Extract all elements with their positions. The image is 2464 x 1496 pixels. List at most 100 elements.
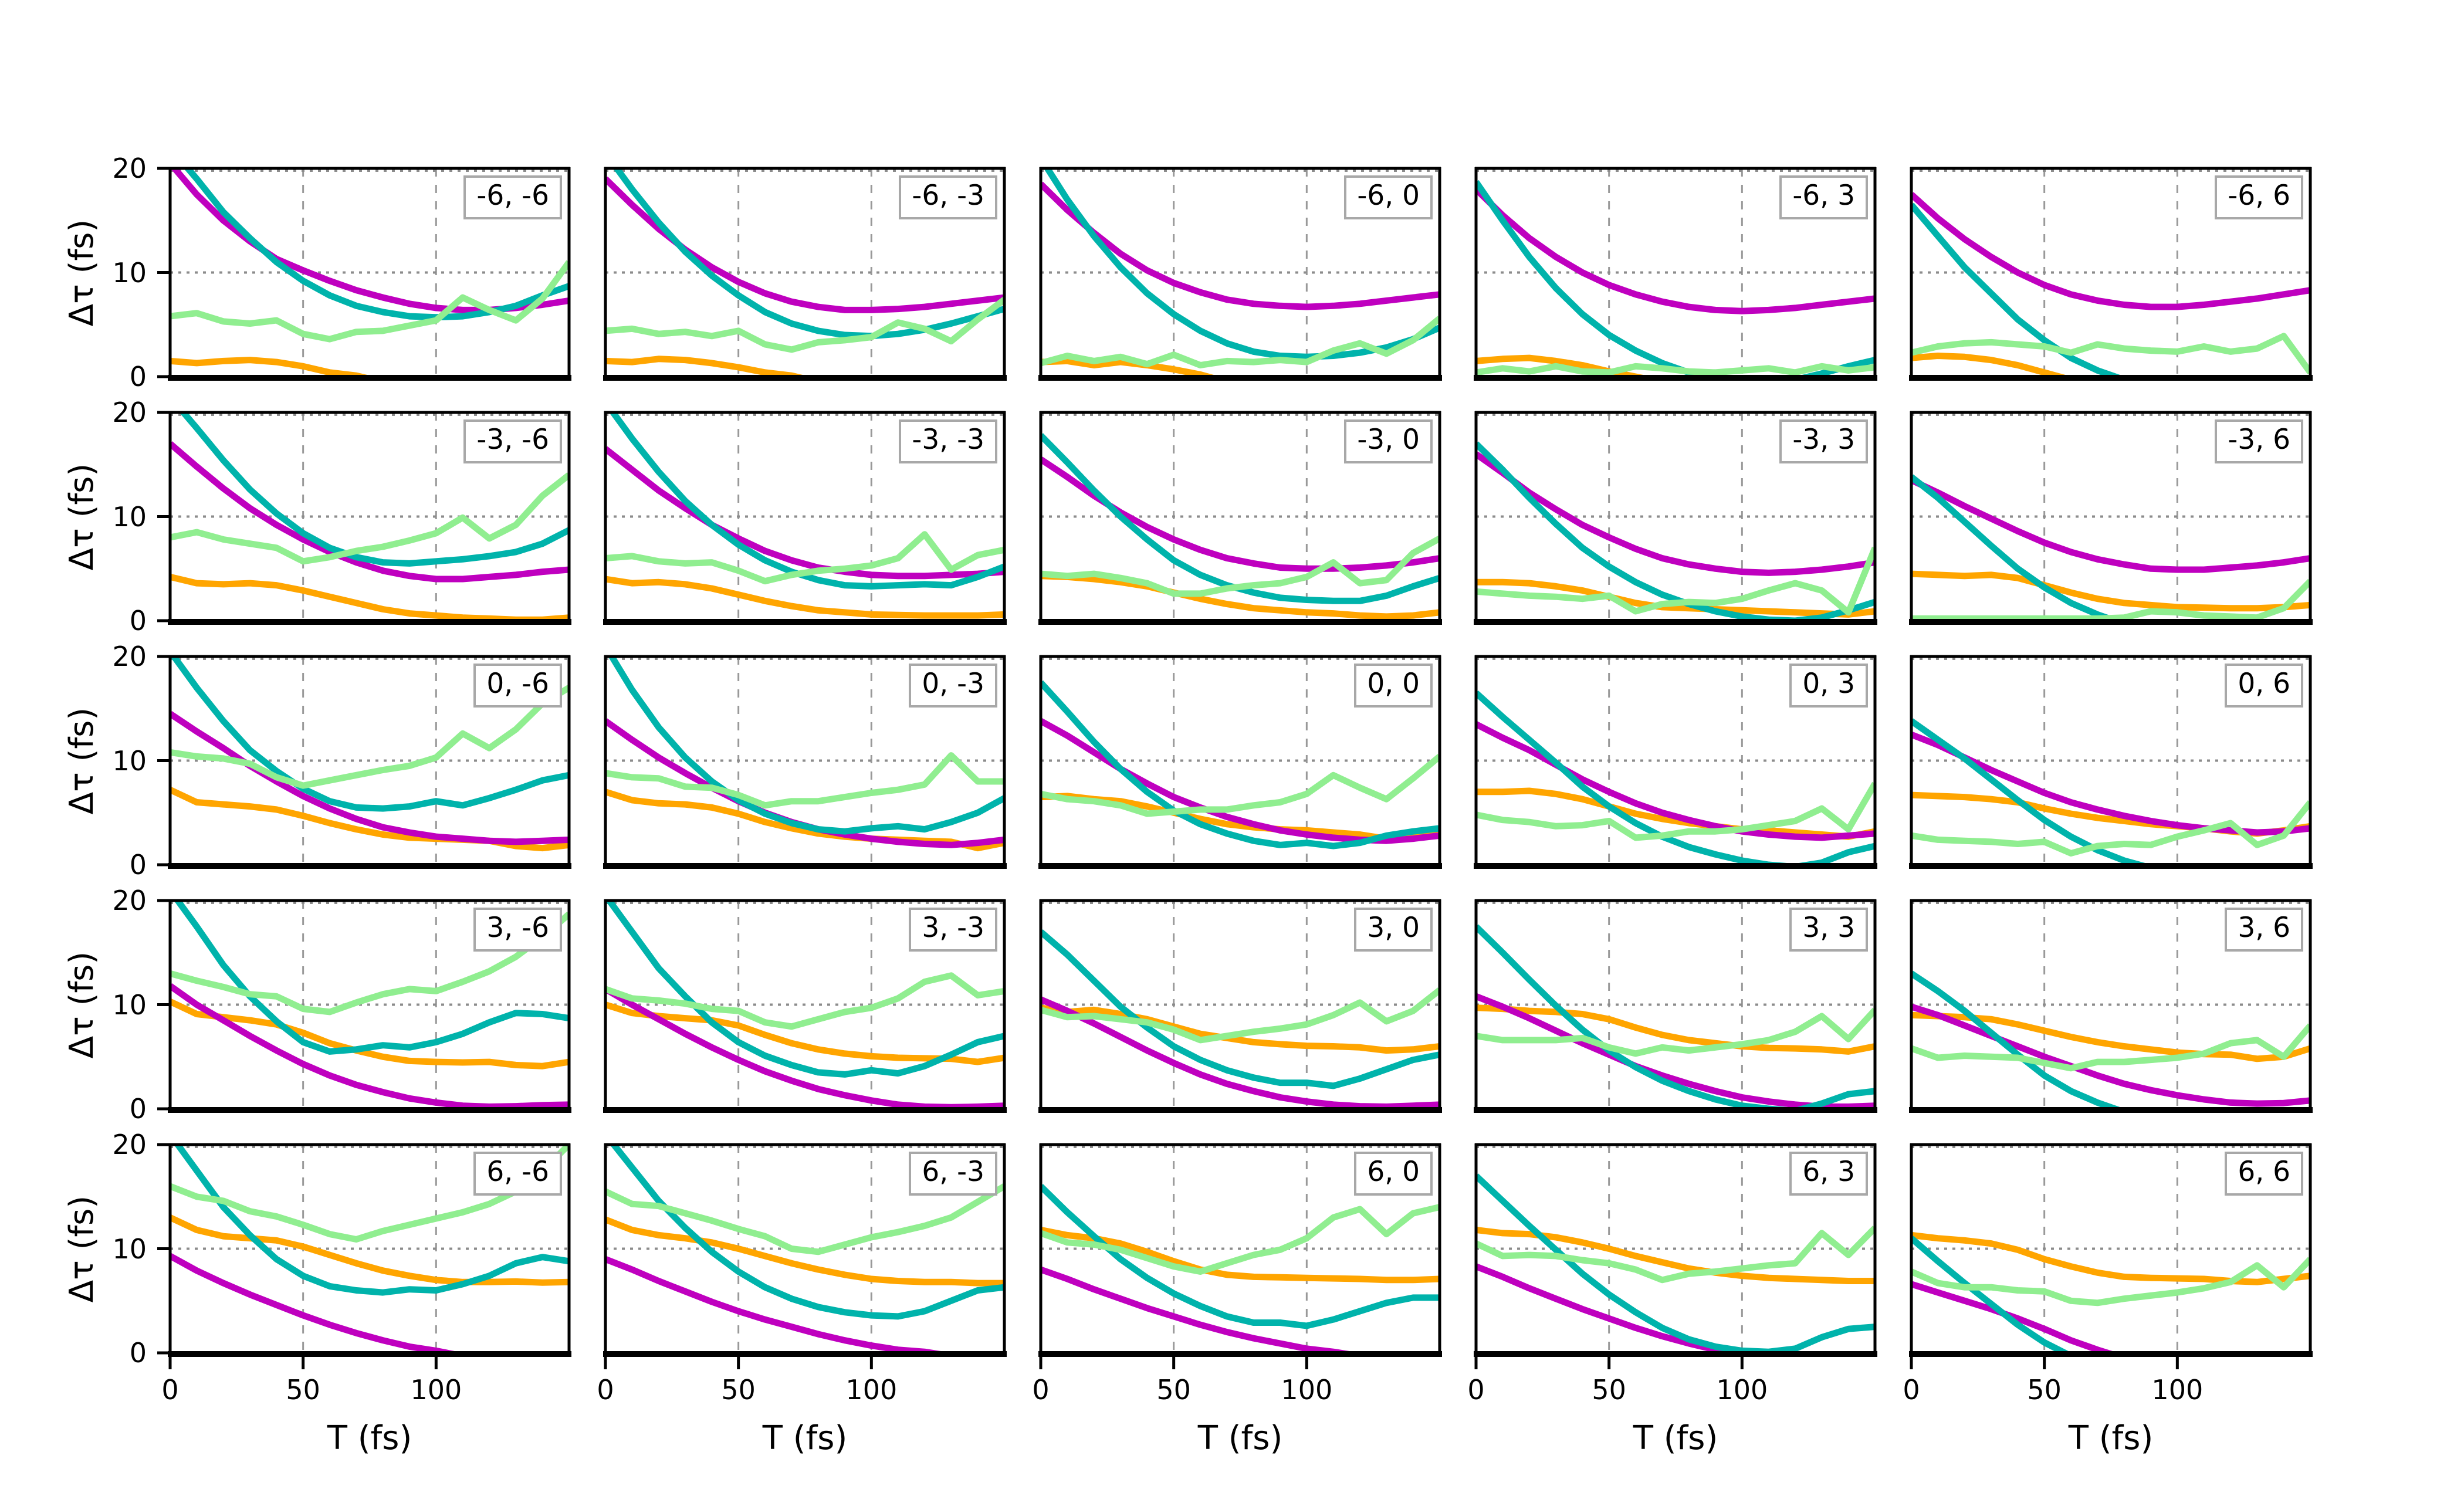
series-teal [1911, 1236, 2073, 1353]
series-teal [610, 1145, 1004, 1320]
series-magenta [1476, 451, 1875, 576]
series-magenta [1911, 1003, 2310, 1107]
subplot-16: 3, -3 [603, 899, 1007, 1113]
panel-label: 3, 0 [1354, 908, 1433, 952]
x-axis-label: T (fs) [1197, 1419, 1283, 1457]
x-tick-label: 100 [1716, 1374, 1768, 1406]
series-orange [1476, 354, 1653, 377]
series-green [1041, 1204, 1440, 1275]
subplot-2: -6, 0 [1038, 167, 1442, 381]
series-magenta [170, 711, 569, 845]
x-tick-label: 0 [161, 1374, 179, 1406]
series-green [605, 531, 1004, 585]
series-magenta [605, 1256, 953, 1353]
series-green [1041, 535, 1440, 597]
subplot-22: 6, 0 [1038, 1143, 1442, 1369]
series-green [605, 752, 1004, 809]
x-tick-label: 0 [1903, 1374, 1920, 1406]
series-orange [605, 576, 1004, 619]
subplot-23: 6, 3 [1474, 1143, 1877, 1369]
plot-area [603, 411, 1007, 625]
x-tick-label: 0 [597, 1374, 614, 1406]
series-magenta [1911, 1281, 2118, 1353]
panel-label: 0, -3 [909, 664, 997, 708]
series-magenta [1041, 996, 1440, 1109]
plot-area [1038, 899, 1442, 1113]
series-magenta [1911, 192, 2310, 310]
y-tick-label: 0 [129, 1093, 147, 1125]
x-tick-label: 100 [2151, 1374, 2204, 1406]
series-teal [183, 168, 569, 321]
series-magenta [1041, 456, 1440, 572]
series-teal [1911, 718, 2152, 865]
series-orange [1041, 1004, 1440, 1054]
series-teal [1041, 680, 1440, 849]
subplot-17: 3, 0 [1038, 899, 1442, 1113]
panel-label: 6, 0 [1354, 1152, 1433, 1196]
series-magenta [1041, 718, 1440, 844]
series-green [1476, 363, 1875, 376]
series-orange [1041, 1227, 1440, 1284]
y-tick-label: 20 [112, 641, 147, 672]
panel-label: 6, -6 [473, 1152, 562, 1196]
subplot-19: 3, 6 [1909, 899, 2313, 1113]
x-axis-label: T (fs) [762, 1419, 848, 1457]
panel-label: 6, -3 [909, 1152, 997, 1196]
series-green [1041, 754, 1440, 817]
panel-label: 0, -6 [473, 664, 562, 708]
plot-area [1474, 899, 1877, 1113]
y-axis-label: Δτ (fs) [63, 951, 101, 1058]
x-axis-label: T (fs) [327, 1419, 412, 1457]
series-magenta [605, 986, 1004, 1109]
subplot-1: -6, -3 [603, 167, 1007, 381]
panel-label: 3, 6 [2225, 908, 2303, 952]
x-tick-label: 0 [1467, 1374, 1485, 1406]
subplot-21: 6, -3 [603, 1143, 1007, 1369]
panel-label: -6, 3 [1779, 175, 1868, 219]
x-axis-label: T (fs) [1633, 1419, 1718, 1457]
series-green [1911, 800, 2310, 857]
y-tick-label: 10 [112, 500, 147, 533]
series-teal [174, 1145, 569, 1296]
panel-label: -6, 0 [1344, 175, 1433, 219]
plot-area [1474, 1143, 1877, 1369]
subplot-14: 0, 6 [1909, 655, 2313, 869]
series-green [170, 472, 569, 565]
series-green [170, 260, 569, 343]
series-orange [1911, 1231, 2310, 1285]
y-tick-label: 0 [129, 361, 147, 392]
series-green [1476, 1226, 1875, 1284]
subplot-4: -6, 6 [1909, 167, 2313, 381]
plot-area [1909, 411, 2313, 625]
series-green [605, 1183, 1004, 1255]
series-green [1476, 1007, 1875, 1057]
series-orange [605, 1216, 1004, 1287]
panel-label: -6, 6 [2215, 175, 2303, 219]
x-axis-label: T (fs) [2068, 1419, 2154, 1457]
y-tick-label: 10 [112, 1233, 147, 1265]
series-teal [174, 901, 569, 1055]
series-green [1476, 546, 1875, 616]
series-green [1911, 578, 2310, 621]
series-orange [1911, 570, 2310, 612]
subplot-13: 0, 3 [1474, 655, 1877, 869]
y-tick-label: 20 [112, 1129, 147, 1160]
plot-area [603, 899, 1007, 1113]
plot-area [603, 655, 1007, 869]
plot-area [157, 411, 571, 625]
y-tick-label: 20 [112, 153, 147, 184]
series-green [170, 685, 569, 789]
series-magenta [1041, 181, 1440, 310]
series-magenta [170, 983, 569, 1109]
plot-area [157, 899, 571, 1113]
series-magenta [170, 1253, 465, 1353]
series-orange [1476, 787, 1875, 840]
panel-label: -3, 0 [1344, 419, 1433, 463]
plot-area [603, 1143, 1007, 1369]
panel-label: 3, 3 [1789, 908, 1868, 952]
x-tick-label: 50 [2027, 1374, 2062, 1406]
series-green [1911, 1257, 2310, 1307]
subplot-0: -6, -6 [157, 167, 571, 381]
subplot-6: -3, -3 [603, 411, 1007, 625]
panel-label: -3, -6 [463, 419, 562, 463]
